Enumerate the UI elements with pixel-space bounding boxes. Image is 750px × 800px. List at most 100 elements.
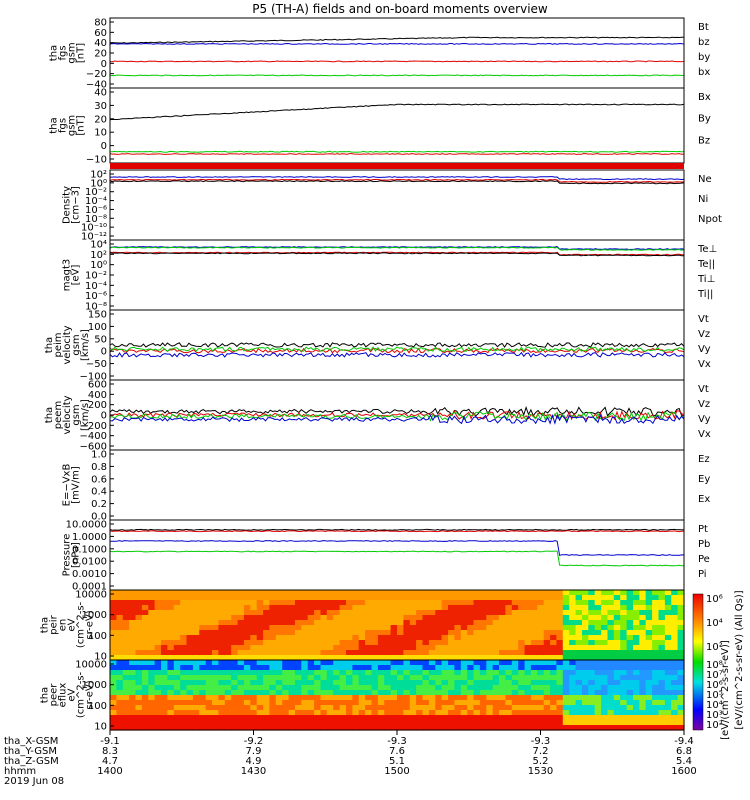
heatmap-cell bbox=[129, 620, 137, 626]
heatmap-cell bbox=[537, 720, 545, 726]
heatmap-cell bbox=[135, 680, 143, 686]
heatmap-cell bbox=[524, 645, 532, 651]
heatmap-cell bbox=[594, 630, 602, 636]
heatmap-cell bbox=[416, 685, 424, 691]
heatmap-cell bbox=[537, 675, 545, 681]
heatmap-cell bbox=[384, 620, 392, 626]
heatmap-cell bbox=[384, 605, 392, 611]
heatmap-cell bbox=[129, 700, 137, 706]
heatmap-cell bbox=[135, 635, 143, 641]
heatmap-cell bbox=[371, 655, 379, 661]
heatmap-cell bbox=[371, 615, 379, 621]
heatmap-cell bbox=[326, 650, 334, 656]
heatmap-cell bbox=[295, 605, 302, 611]
heatmap-cell bbox=[467, 635, 475, 641]
heatmap-cell bbox=[231, 645, 239, 651]
heatmap-cell bbox=[448, 615, 455, 621]
heatmap-cell bbox=[441, 625, 449, 631]
heatmap-cell bbox=[199, 680, 207, 686]
heatmap-cell bbox=[212, 655, 219, 661]
heatmap-cell bbox=[339, 645, 347, 651]
heatmap-cell bbox=[505, 635, 513, 641]
heatmap-cell bbox=[594, 700, 602, 706]
heatmap-cell bbox=[180, 725, 188, 731]
heatmap-cell bbox=[314, 705, 322, 711]
y-axis-label-line: Density bbox=[62, 186, 73, 224]
heatmap-cell bbox=[620, 590, 628, 596]
x-tick-label: 1530 bbox=[528, 766, 553, 777]
heatmap-cell bbox=[403, 590, 411, 596]
heatmap-cell bbox=[212, 710, 219, 716]
series-line-Vx bbox=[109, 351, 685, 358]
heatmap-cell bbox=[505, 650, 513, 656]
heatmap-cell bbox=[473, 655, 481, 661]
heatmap-cell bbox=[460, 600, 468, 606]
heatmap-cell bbox=[263, 680, 271, 686]
heatmap-cell bbox=[601, 660, 609, 666]
heatmap-cell bbox=[250, 650, 258, 656]
heatmap-cell bbox=[575, 690, 583, 696]
heatmap-cell bbox=[492, 660, 500, 666]
heatmap-cell bbox=[243, 615, 251, 621]
heatmap-cell bbox=[307, 615, 315, 621]
legend-entry: bx bbox=[698, 67, 710, 78]
heatmap-cell bbox=[403, 630, 411, 636]
y-tick-label: 0.2 bbox=[91, 499, 107, 510]
heatmap-cell bbox=[339, 680, 347, 686]
heatmap-cell bbox=[460, 655, 468, 661]
heatmap-cell bbox=[518, 605, 526, 611]
heatmap-cell bbox=[129, 680, 137, 686]
heatmap-cell bbox=[282, 600, 290, 606]
heatmap-cell bbox=[288, 685, 296, 691]
heatmap-cell bbox=[301, 605, 309, 611]
heatmap-cell bbox=[352, 710, 360, 716]
heatmap-cell bbox=[562, 605, 570, 611]
heatmap-cell bbox=[652, 725, 660, 731]
heatmap-cell bbox=[467, 610, 475, 616]
heatmap-cell bbox=[448, 710, 455, 716]
heatmap-cell bbox=[550, 700, 558, 706]
heatmap-cell bbox=[639, 630, 647, 636]
legend-entry: Vz bbox=[698, 399, 710, 410]
heatmap-cell bbox=[479, 720, 487, 726]
heatmap-cell bbox=[397, 640, 404, 646]
heatmap-cell bbox=[518, 610, 526, 616]
heatmap-cell bbox=[358, 665, 366, 671]
heatmap-cell bbox=[664, 610, 672, 616]
heatmap-cell bbox=[205, 690, 213, 696]
heatmap-cell bbox=[250, 605, 258, 611]
heatmap-cell bbox=[180, 685, 188, 691]
heatmap-cell bbox=[626, 680, 634, 686]
y-tick-label: 0 bbox=[101, 347, 107, 358]
heatmap-cell bbox=[250, 695, 258, 701]
heatmap-cell bbox=[199, 590, 207, 596]
y-tick-label: 600 bbox=[88, 380, 107, 391]
heatmap-cell bbox=[582, 625, 589, 631]
heatmap-cell bbox=[326, 600, 334, 606]
heatmap-cell bbox=[250, 645, 258, 651]
heatmap-cell bbox=[320, 695, 328, 701]
heatmap-cell bbox=[416, 675, 424, 681]
heatmap-cell bbox=[180, 715, 188, 721]
heatmap-cell bbox=[658, 685, 666, 691]
heatmap-cell bbox=[186, 630, 194, 636]
heatmap-cell bbox=[129, 690, 137, 696]
heatmap-cell bbox=[524, 695, 532, 701]
colorbar-tick: 10² bbox=[706, 720, 723, 731]
heatmap-cell bbox=[256, 670, 264, 676]
colorbar-top-tick: 10² bbox=[706, 642, 723, 653]
heatmap-cell bbox=[556, 695, 564, 701]
heatmap-cell bbox=[467, 625, 475, 631]
heatmap-cell bbox=[243, 700, 251, 706]
heatmap-cell bbox=[613, 705, 621, 711]
heatmap-cell bbox=[371, 700, 379, 706]
heatmap-cell bbox=[499, 725, 506, 731]
heatmap-cell bbox=[192, 715, 200, 721]
heatmap-cell bbox=[677, 635, 685, 641]
heatmap-cell bbox=[677, 655, 685, 661]
heatmap-cell bbox=[180, 705, 188, 711]
heatmap-cell bbox=[275, 675, 283, 681]
